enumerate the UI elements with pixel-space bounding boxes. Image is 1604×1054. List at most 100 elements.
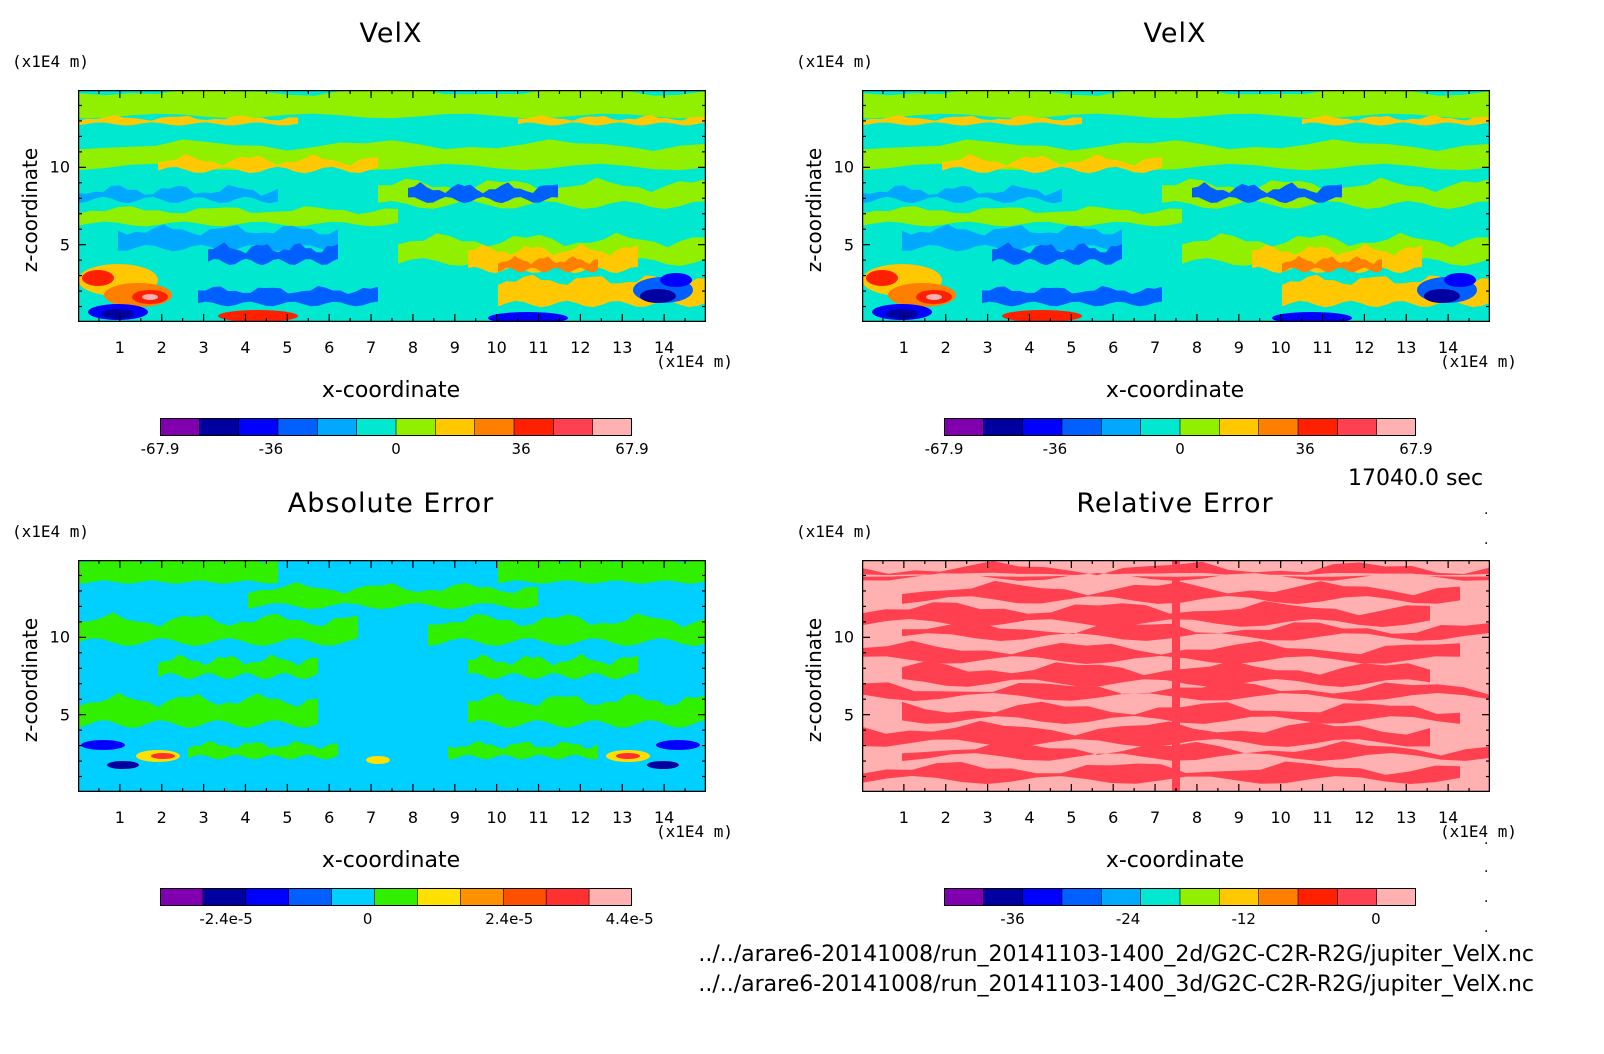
- x-tick-label: 6: [324, 808, 335, 827]
- contour-band: [118, 224, 338, 252]
- x-tick-label: 13: [1396, 808, 1417, 827]
- y-axis-unit: (x1E4 m): [12, 522, 90, 541]
- contour-band: [902, 580, 1460, 604]
- y-axis-unit: (x1E4 m): [796, 522, 874, 541]
- colorbar-swatch: [1219, 418, 1260, 436]
- colorbar-swatch: [1062, 888, 1102, 906]
- x-tick-label: 9: [449, 338, 460, 357]
- contour-band: [902, 741, 1490, 761]
- y-axis-label: z-coordinate: [18, 617, 42, 743]
- x-tick-label: 13: [612, 808, 633, 827]
- contour-band: [468, 654, 638, 680]
- colorbar-swatch: [1140, 418, 1181, 436]
- contour-band: [498, 557, 706, 584]
- marker-dot: .: [1484, 860, 1489, 876]
- contour-cell: [660, 273, 692, 287]
- colorbar-frame: [944, 418, 1416, 436]
- colorbar-tick-label: 0: [1371, 910, 1381, 928]
- contour-band: [982, 286, 1162, 307]
- colorbar-tick-label: -24: [1115, 910, 1141, 928]
- contour-cell: [366, 756, 390, 764]
- x-tick-label: 11: [528, 808, 549, 827]
- colorbar-swatch: [983, 418, 1024, 436]
- colorbar-swatch: [1022, 418, 1063, 436]
- marker-dot: .: [1484, 890, 1489, 906]
- colorbar-tick-label: -36: [258, 440, 284, 458]
- contour-cell: [866, 270, 898, 286]
- colorbar-frame: [160, 418, 632, 436]
- colorbar-swatch: [514, 418, 554, 436]
- x-tick-label: 2: [156, 808, 167, 827]
- panel-title: VelX: [359, 18, 423, 49]
- colorbar-swatch: [944, 418, 984, 436]
- x-tick-label: 12: [570, 808, 591, 827]
- colorbar-swatch: [944, 888, 984, 906]
- x-tick-label: 5: [1066, 338, 1077, 357]
- colorbar-swatch: [1062, 418, 1102, 436]
- x-axis-label: x-coordinate: [1105, 378, 1245, 403]
- contour-cell: [647, 761, 679, 769]
- x-tick-label: 14: [653, 338, 675, 357]
- x-tick-label: 14: [653, 808, 675, 827]
- colorbar-swatch: [331, 888, 376, 906]
- x-tick-label: 10: [486, 338, 507, 357]
- x-tick-label: 12: [1354, 808, 1375, 827]
- x-tick-label: 8: [407, 808, 419, 827]
- x-tick-label: 9: [1233, 808, 1244, 827]
- colorbar-swatch: [374, 888, 418, 906]
- marker-dot: .: [1484, 832, 1489, 848]
- colorbar-swatch: [160, 888, 204, 906]
- y-axis-label: z-coordinate: [802, 147, 826, 273]
- contour-cell: [1424, 289, 1460, 303]
- colorbar-swatch: [1337, 418, 1378, 436]
- contour-band: [78, 115, 298, 126]
- colorbar-swatch: [1180, 888, 1220, 906]
- colorbar-swatch: [1376, 888, 1417, 906]
- colorbar-swatch: [1101, 418, 1142, 436]
- y-tick-label: 10: [833, 157, 854, 177]
- colorbar-swatch: [546, 888, 590, 906]
- contour-band: [902, 224, 1122, 252]
- x-tick-label: 10: [1270, 338, 1291, 357]
- colorbar-svg: [160, 888, 633, 906]
- contour-cell: [1002, 310, 1082, 322]
- contour-band: [862, 88, 1490, 119]
- contour-cell: [656, 740, 700, 750]
- contour-band: [862, 640, 1460, 664]
- colorbar-swatch: [503, 888, 547, 906]
- colorbar: [160, 418, 650, 436]
- panel-absolute-error: Absolute Error (x1E4 m) (x1E4 m) z-coordina…: [0, 470, 782, 940]
- x-axis-label: x-coordinate: [1105, 848, 1245, 873]
- x-tick-label: 4: [1024, 338, 1035, 357]
- x-tick-label: 11: [1312, 338, 1333, 357]
- contour-band: [1302, 115, 1490, 126]
- file-path-2d: ../../arare6-20141008/run_20141103-1400_…: [698, 942, 1534, 967]
- colorbar-tick-label: 0: [362, 910, 373, 928]
- colorbar-tick-label: 67.9: [1399, 440, 1433, 458]
- x-tick-label: 7: [365, 338, 377, 357]
- contour-band: [78, 184, 278, 204]
- colorbar-tick-label: -36: [1000, 910, 1025, 928]
- time-stamp: 17040.0 sec: [1348, 466, 1484, 491]
- colorbar-tick-label: -2.4e-5: [199, 910, 253, 928]
- contour-band: [902, 621, 1490, 641]
- contour-band: [862, 572, 1490, 577]
- contour-band: [1192, 182, 1342, 204]
- x-tick-label: 8: [407, 338, 419, 357]
- colorbar-swatch: [160, 418, 200, 436]
- contour-band: [78, 612, 358, 646]
- x-tick-label: 3: [198, 808, 209, 827]
- x-axis-unit: (x1E4 m): [1440, 822, 1518, 841]
- colorbar-swatch: [1258, 888, 1299, 906]
- colorbar-frame: [160, 888, 632, 906]
- marker-dot: .: [1484, 532, 1489, 548]
- contour-band: [862, 115, 1082, 126]
- marker-dot: .: [1484, 920, 1489, 936]
- contour-band: [428, 613, 706, 646]
- contour-band: [198, 286, 378, 307]
- colorbar-swatch: [983, 888, 1024, 906]
- contour-band: [992, 242, 1122, 266]
- colorbar-svg: [160, 418, 633, 436]
- colorbar-tick-label: 36: [1295, 440, 1315, 458]
- colorbar-swatch: [1180, 418, 1220, 436]
